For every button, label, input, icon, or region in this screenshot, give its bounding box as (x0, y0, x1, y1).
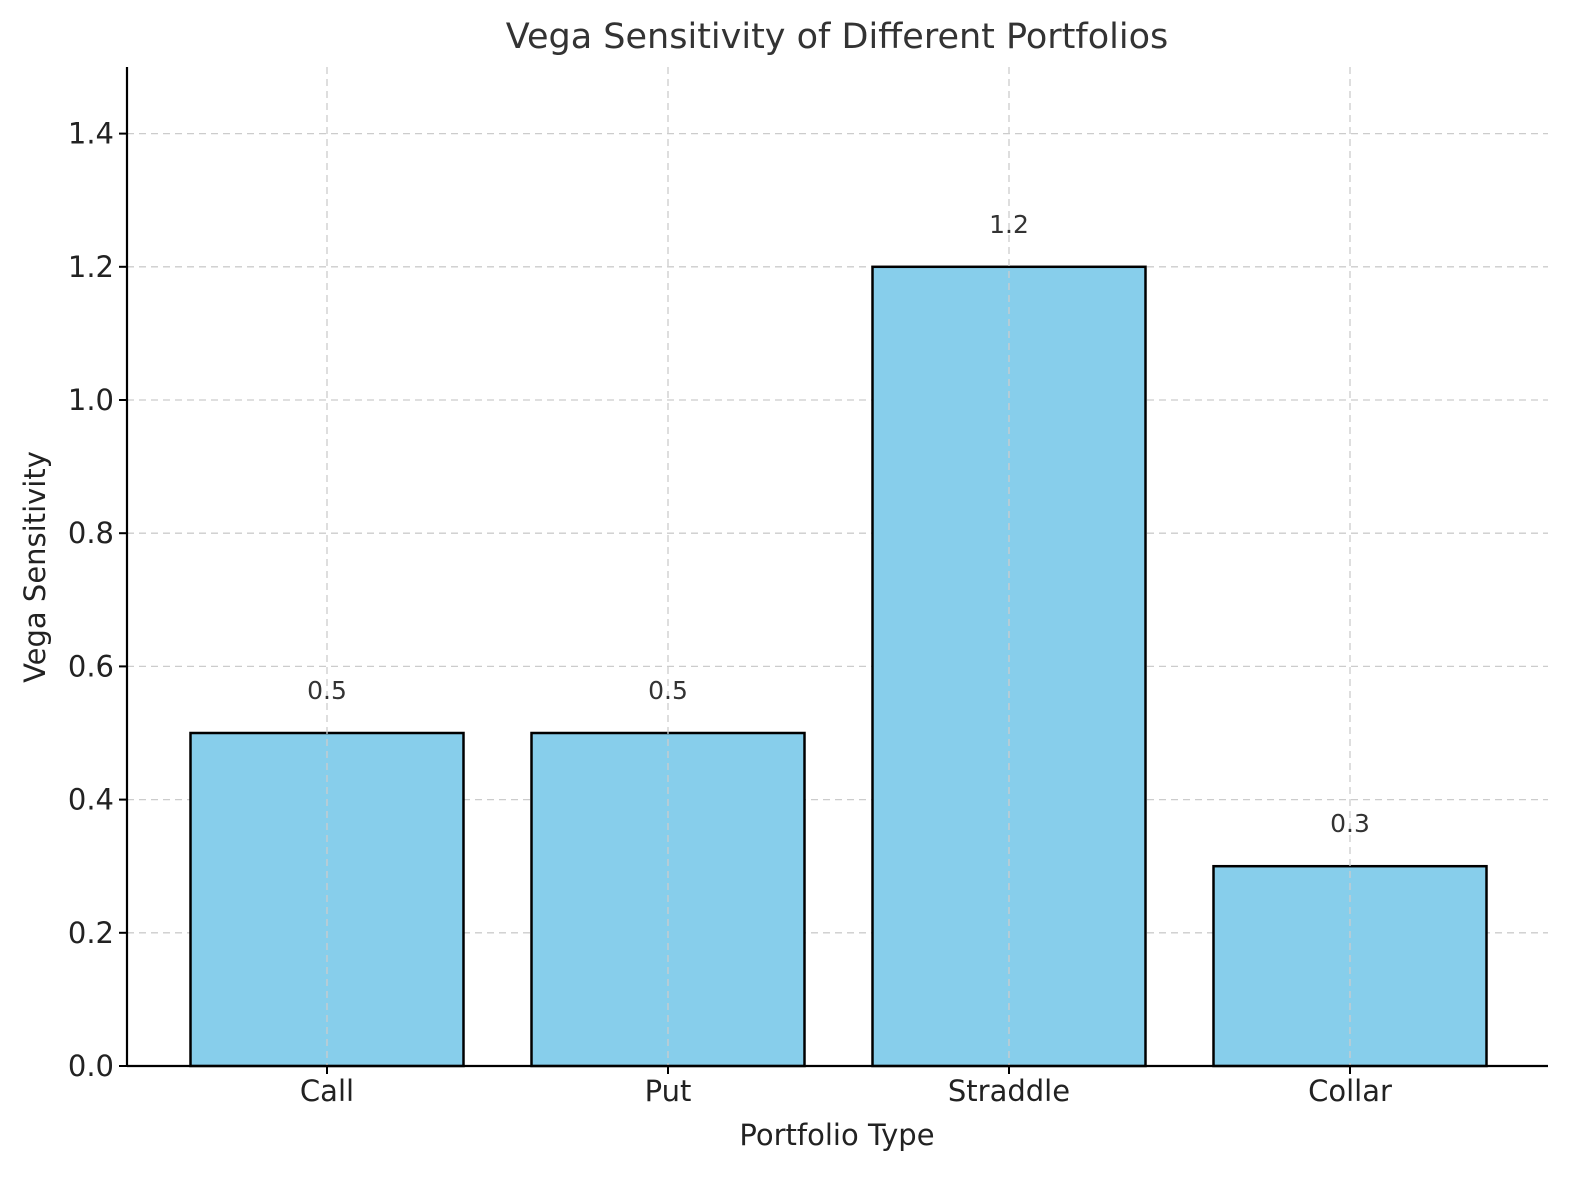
y-tick-label: 0.4 (68, 783, 114, 817)
x-tick-label: Put (645, 1074, 692, 1108)
y-tick-label: 0.2 (68, 916, 114, 950)
data-label: 1.2 (989, 210, 1029, 239)
y-tick-label: 0.8 (68, 516, 114, 550)
data-label: 0.5 (648, 676, 688, 705)
chart-title: Vega Sensitivity of Different Portfolios (506, 17, 1168, 57)
x-tick-label: Collar (1308, 1074, 1392, 1108)
axes: 0.0 0.2 0.4 0.6 0.8 1.0 1.2 1.4 Call Put Straddle C… (68, 67, 1548, 1108)
grid-lines (127, 132, 1548, 934)
x-axis-label: Portfolio Type (739, 1118, 934, 1152)
data-labels: 0.5 0.5 1.2 0.3 (307, 210, 1370, 838)
x-tick-label: Call (300, 1074, 354, 1108)
y-tick-label: 0.0 (68, 1049, 114, 1083)
y-axis-label: Vega Sensitivity (18, 451, 52, 683)
y-tick-label: 1.2 (68, 250, 114, 284)
y-tick-label: 1.4 (68, 117, 114, 151)
data-label: 0.5 (307, 676, 347, 705)
data-label: 0.3 (1330, 809, 1370, 838)
y-tick-label: 1.0 (68, 383, 114, 417)
y-tick-label: 0.6 (68, 649, 114, 683)
x-tick-label: Straddle (948, 1074, 1070, 1108)
